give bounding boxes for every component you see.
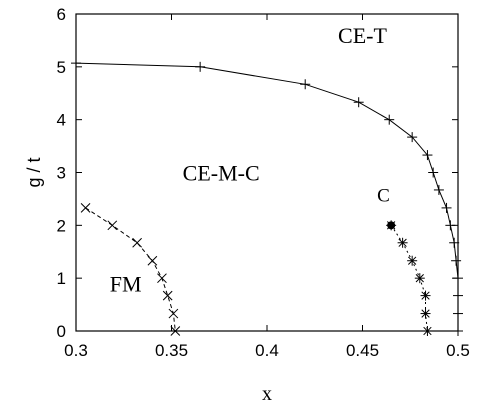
marker-stroke: [423, 326, 432, 336]
y-tick-label: 3: [57, 164, 66, 183]
y-tick-label: 2: [57, 216, 66, 235]
marker-stroke: [168, 308, 179, 319]
series-1-point: [453, 308, 463, 319]
marker-stroke: [132, 237, 142, 248]
marker-stroke: [415, 274, 424, 283]
filled-point: [387, 221, 396, 230]
labels: x g / t CE-T CE-M-C C FM: [24, 23, 390, 405]
x-tick-label: 0.45: [346, 341, 379, 360]
series-2-point: [170, 326, 181, 336]
series-2-line: [85, 207, 176, 332]
series-1-point: [453, 326, 463, 336]
series-1-point: [195, 61, 206, 72]
region-label-ce-t: CE-T: [338, 23, 387, 48]
marker-stroke: [162, 290, 173, 301]
series-2-point: [107, 220, 118, 231]
series-3-point: [422, 326, 433, 336]
marker-stroke: [107, 220, 118, 231]
x-tick-label: 0.35: [155, 341, 188, 360]
series-3-point: [414, 273, 425, 284]
y-tick-label: 5: [57, 58, 66, 77]
ticks: 0.3 0.35 0.4 0.45 0.5 0 1 2 3 4 5 6: [57, 5, 470, 360]
series-3-point: [420, 290, 431, 301]
x-axis-title: x: [262, 383, 272, 405]
series-1-point: [433, 184, 444, 195]
series-2-point: [147, 255, 158, 266]
region-label-fm: FM: [110, 271, 142, 296]
marker-stroke: [170, 326, 181, 336]
series-3-point: [420, 308, 431, 319]
series-1-point: [353, 97, 364, 108]
series-2-point: [168, 308, 179, 319]
series-2-point: [80, 203, 91, 213]
series-2-point: [132, 237, 142, 248]
series-1-point: [453, 290, 463, 301]
series-1-point: [407, 132, 418, 143]
series-1-point: [422, 150, 433, 161]
marker-stroke: [408, 256, 417, 265]
series-1-point: [384, 114, 395, 125]
y-tick-label: 1: [57, 269, 66, 288]
series-3-point: [407, 255, 418, 266]
series-2-point: [157, 273, 167, 284]
marker-stroke: [80, 203, 91, 213]
series: [71, 58, 463, 336]
series-1-point: [451, 255, 462, 266]
marker-stroke: [157, 273, 167, 284]
series-1-point: [300, 79, 311, 90]
marker-stroke: [421, 309, 430, 318]
series-1-point: [449, 237, 460, 248]
series-1-point: [71, 58, 81, 69]
y-tick-label: 4: [57, 111, 66, 130]
series-2-point: [162, 290, 173, 301]
series-1-point: [445, 220, 456, 231]
x-tick-label: 0.4: [255, 341, 279, 360]
y-tick-label: 6: [57, 5, 66, 24]
marker-stroke: [147, 255, 158, 266]
series-1-point: [441, 202, 452, 213]
y-tick-label: 0: [57, 322, 66, 341]
region-label-c: C: [377, 186, 390, 207]
x-tick-label: 0.3: [64, 341, 88, 360]
y-axis-title: g / t: [24, 157, 44, 187]
region-label-ce-m-c: CE-M-C: [183, 160, 260, 185]
marker-stroke: [398, 238, 407, 247]
series-1-point: [428, 167, 439, 178]
marker-stroke: [421, 291, 430, 300]
x-tick-label: 0.5: [446, 341, 470, 360]
series-3-point: [397, 237, 408, 248]
series-1-point: [453, 273, 463, 284]
